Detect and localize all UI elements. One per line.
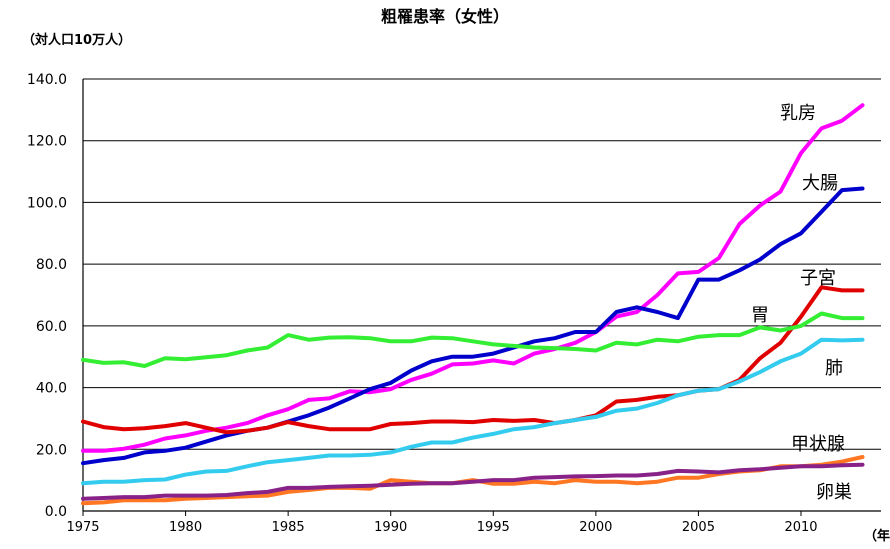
chart-title: 粗罹患率（女性）	[381, 7, 509, 26]
y-tick-label: 40.0	[36, 381, 67, 397]
y-tick-label: 0.0	[45, 504, 67, 520]
x-tick-label: 2010	[784, 520, 817, 535]
y-axis-label: （対人口10万人）	[22, 32, 131, 48]
gridlines	[83, 78, 881, 450]
series-label-大腸: 大腸	[802, 173, 838, 194]
x-tick-label: 1980	[169, 520, 202, 535]
axes	[82, 79, 881, 516]
y-tick-label: 80.0	[36, 257, 67, 273]
x-tick-label: 1985	[272, 520, 305, 535]
series-label-肺: 肺	[825, 358, 843, 379]
x-tick-label: 1995	[477, 520, 510, 535]
series-line-乳房	[81, 103, 865, 453]
series-line-卵巣	[81, 462, 865, 501]
x-tick-label: 2005	[682, 520, 715, 535]
y-tick-label: 140.0	[27, 72, 67, 88]
series-line-胃	[81, 311, 865, 368]
y-tick-label: 20.0	[36, 442, 67, 458]
series-line-大腸	[81, 186, 865, 466]
y-tick-label: 120.0	[27, 134, 67, 150]
y-tick-label: 60.0	[36, 319, 67, 335]
y-tick-labels: 0.0 20.0 40.0 60.0 80.0 100.0 120.0 140.0	[27, 72, 67, 520]
series-label-胃: 胃	[751, 305, 769, 326]
x-tick-label: 2000	[579, 520, 612, 535]
x-tick-label: 1975	[66, 520, 99, 535]
y-tick-label: 100.0	[27, 195, 67, 211]
series-line-肺	[81, 337, 865, 486]
x-tick-label: 1990	[374, 520, 407, 535]
x-tick-labels: 1975 1980 1985 1990 1995 2000 2005 2010	[66, 520, 817, 535]
series-label-乳房: 乳房	[780, 103, 816, 124]
series-label-甲状腺: 甲状腺	[791, 434, 845, 455]
series-lines	[81, 103, 865, 506]
x-axis-label: （年）	[864, 528, 890, 544]
series-label-卵巣: 卵巣	[816, 482, 852, 503]
series-label-子宮: 子宮	[800, 268, 836, 289]
